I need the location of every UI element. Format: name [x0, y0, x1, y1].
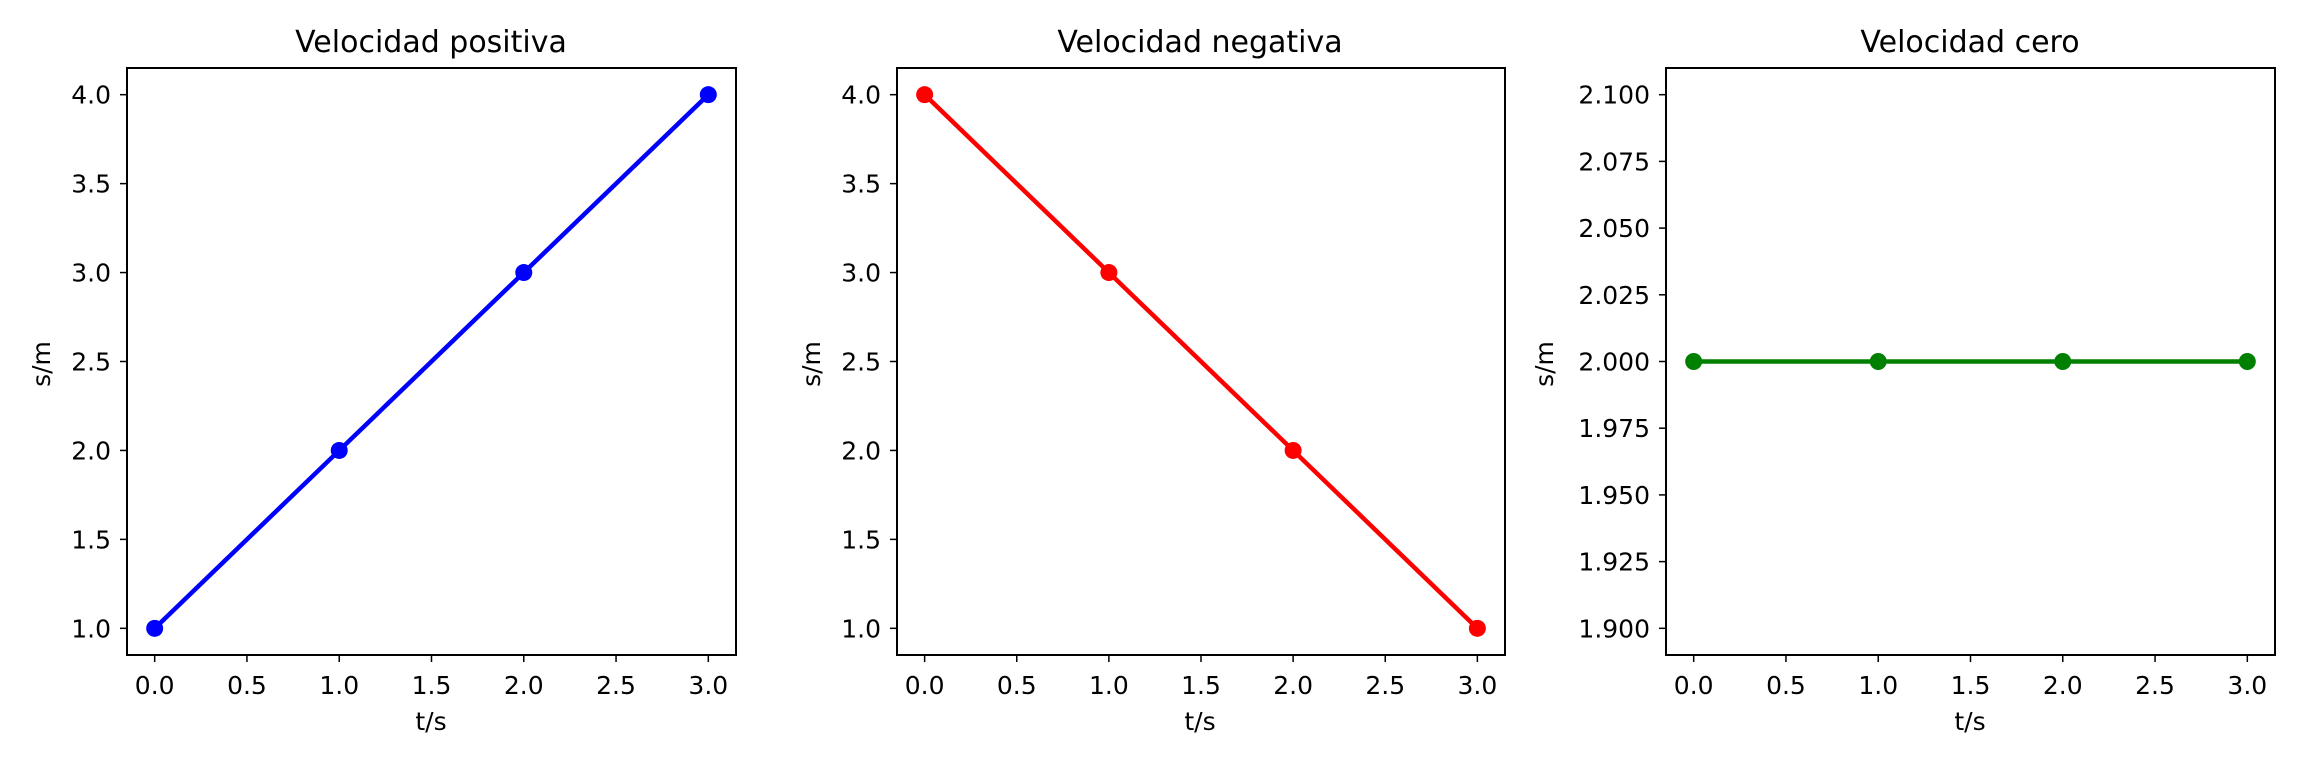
- y-tick-label: 2.5: [71, 348, 111, 377]
- series-line: [152, 92, 711, 631]
- chart-2-y-ticks: 1.0 1.5 2.0 2.5 3.0 3.5 4.0: [841, 81, 897, 643]
- chart-3-y-axis-label: s/m: [1530, 341, 1559, 387]
- data-point: [330, 441, 348, 459]
- data-point: [699, 86, 717, 104]
- y-tick-label: 1.5: [841, 525, 881, 554]
- y-tick-label: 2.000: [1578, 348, 1650, 377]
- x-tick-label: 3.0: [2227, 671, 2267, 700]
- y-tick-label: 1.925: [1578, 548, 1650, 577]
- y-tick-label: 2.100: [1578, 81, 1650, 110]
- data-point: [2238, 353, 2256, 370]
- x-tick-label: 2.5: [596, 671, 636, 700]
- y-tick-label: 2.0: [841, 436, 881, 465]
- x-tick-label: 0.0: [905, 671, 945, 700]
- chart-3-x-ticks: 0.0 0.5 1.0 1.5 2.0 2.5 3.0: [1674, 655, 2267, 700]
- x-tick-label: 2.0: [1273, 671, 1313, 700]
- y-tick-label: 1.900: [1578, 614, 1650, 643]
- y-tick-label: 4.0: [71, 81, 111, 110]
- chart-3-x-axis-label: t/s: [1954, 707, 1985, 736]
- chart-1-y-axis-label: s/m: [27, 341, 56, 387]
- y-tick-label: 1.0: [841, 614, 881, 643]
- chart-3-title: Velocidad cero: [1860, 25, 2079, 60]
- chart-3-points: [1685, 353, 2256, 370]
- y-tick-label: 4.0: [841, 81, 881, 110]
- y-tick-label: 3.0: [841, 259, 881, 288]
- x-tick-label: 1.0: [1858, 671, 1898, 700]
- x-tick-label: 1.0: [1089, 671, 1129, 700]
- x-tick-label: 2.5: [1365, 671, 1405, 700]
- y-tick-label: 3.5: [841, 170, 881, 199]
- data-point: [515, 264, 533, 282]
- y-tick-label: 2.0: [71, 436, 111, 465]
- x-tick-label: 1.5: [412, 671, 452, 700]
- data-point: [146, 619, 164, 637]
- data-point: [2054, 353, 2072, 370]
- chart-2-x-ticks: 0.0 0.5 1.0 1.5 2.0 2.5 3.0: [905, 655, 1497, 700]
- chart-1-lines: [152, 92, 711, 631]
- x-tick-label: 2.5: [2135, 671, 2175, 700]
- chart-2-lines: [922, 92, 1480, 631]
- y-tick-label: 1.0: [71, 614, 111, 643]
- chart-2-title: Velocidad negativa: [1057, 25, 1342, 60]
- x-tick-label: 3.0: [1457, 671, 1497, 700]
- y-tick-label: 2.075: [1578, 147, 1650, 176]
- x-tick-label: 0.0: [1674, 671, 1714, 700]
- x-tick-label: 1.0: [319, 671, 359, 700]
- x-tick-label: 0.5: [997, 671, 1037, 700]
- x-tick-label: 2.0: [2043, 671, 2083, 700]
- x-tick-label: 3.0: [688, 671, 728, 700]
- y-tick-label: 2.5: [841, 348, 881, 377]
- chart-1-y-ticks: 1.0 1.5 2.0 2.5 3.0 3.5 4.0: [71, 81, 127, 643]
- data-point: [1100, 264, 1118, 282]
- chart-2-points: [916, 86, 1486, 637]
- data-point: [1284, 441, 1302, 459]
- y-tick-label: 2.050: [1578, 214, 1650, 243]
- chart-3-y-ticks: 1.900 1.925 1.950 1.975 2.000 2.025 2.050 2.075…: [1578, 81, 1666, 643]
- x-tick-label: 0.5: [1766, 671, 1806, 700]
- data-point: [1685, 353, 1703, 370]
- x-tick-label: 2.0: [504, 671, 544, 700]
- data-point: [1869, 353, 1887, 370]
- x-tick-label: 1.5: [1181, 671, 1221, 700]
- chart-1-x-axis-label: t/s: [415, 707, 446, 736]
- series-line: [922, 92, 1480, 631]
- chart-panel-2: Velocidad negativa 0.0 0.5 1.0 1.5 2.0 2.5 3.0…: [797, 25, 1506, 736]
- data-point: [916, 86, 934, 104]
- x-tick-label: 0.5: [227, 671, 267, 700]
- chart-panel-3: Velocidad cero 0.0 0.5 1.0 1.5 2.0 2.5 3.0 1.9…: [1530, 25, 2276, 736]
- y-tick-label: 2.025: [1578, 281, 1650, 310]
- chart-2-x-axis-label: t/s: [1184, 707, 1215, 736]
- y-tick-label: 3.0: [71, 259, 111, 288]
- y-tick-label: 1.975: [1578, 414, 1650, 443]
- chart-panel-1: Velocidad positiva 0.0 0.5 1.0 1.5 2.0 2.5 3.0…: [27, 25, 737, 736]
- y-tick-label: 1.5: [71, 525, 111, 554]
- x-tick-label: 0.0: [135, 671, 175, 700]
- chart-1-title: Velocidad positiva: [295, 25, 567, 60]
- chart-1-points: [146, 86, 717, 637]
- data-point: [1468, 619, 1486, 637]
- y-tick-label: 1.950: [1578, 481, 1650, 510]
- chart-1-x-ticks: 0.0 0.5 1.0 1.5 2.0 2.5 3.0: [135, 655, 728, 700]
- y-tick-label: 3.5: [71, 170, 111, 199]
- chart-2-y-axis-label: s/m: [797, 341, 826, 387]
- x-tick-label: 1.5: [1951, 671, 1991, 700]
